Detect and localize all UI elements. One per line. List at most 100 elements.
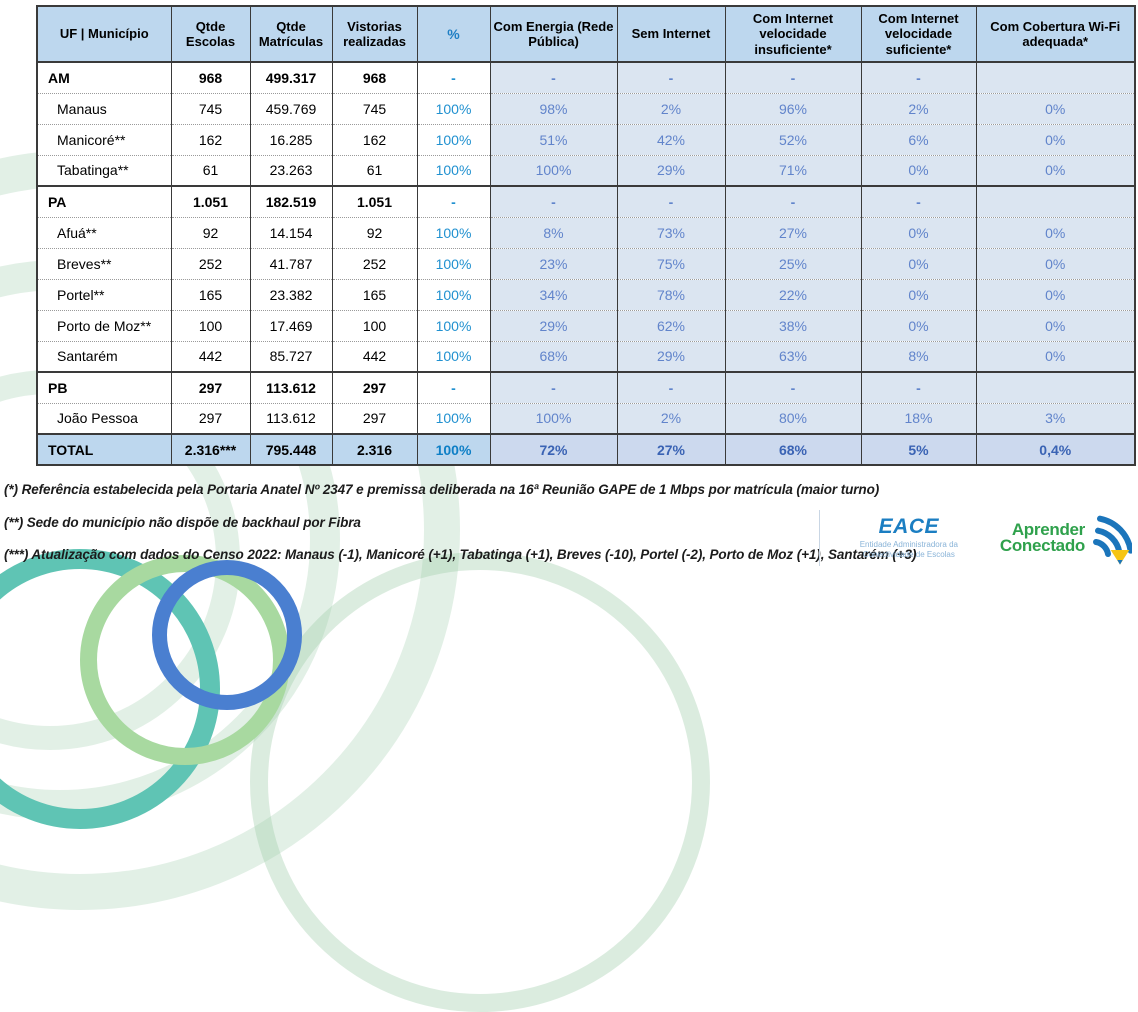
table-cell: 442: [331, 340, 417, 372]
table-cell: 100%: [416, 278, 490, 310]
table-cell: 100%: [416, 92, 490, 124]
table-cell: -: [616, 61, 725, 93]
table-cell: 72%: [489, 433, 617, 465]
ripple-arc-blue: [152, 560, 302, 710]
table-cell: 63%: [724, 340, 861, 372]
table-cell: 0%: [975, 123, 1135, 155]
wifi-pencil-icon: [1093, 515, 1132, 565]
table-row-portodemoz: Porto de Moz** 100 17.469 100 100% 29% 62% 38% 0…: [37, 309, 1135, 341]
table-cell: 2%: [616, 402, 725, 434]
table-cell: 968: [331, 61, 417, 93]
table-cell: Manaus: [37, 92, 171, 124]
table-cell: [975, 185, 1135, 217]
table-cell: 29%: [489, 309, 617, 341]
column-header: Qtde Escolas: [170, 6, 250, 63]
table-cell: -: [616, 185, 725, 217]
table-cell: 1.051: [170, 185, 250, 217]
table-cell: 27%: [724, 216, 861, 248]
table-cell: 0%: [975, 154, 1135, 186]
table-cell: 62%: [616, 309, 725, 341]
table-cell: 3%: [975, 402, 1135, 434]
table-row-portel: Portel** 165 23.382 165 100% 34% 78% 22% 0% 0%: [37, 278, 1135, 310]
table-cell: Tabatinga**: [37, 154, 171, 186]
ripple-arc: [250, 552, 710, 1012]
table-row-manaus: Manaus 745 459.769 745 100% 98% 2% 96% 2% 0%: [37, 92, 1135, 124]
table-row-tabatinga: Tabatinga** 61 23.263 61 100% 100% 29% 71% 0% 0%: [37, 154, 1135, 186]
logo-divider: [818, 510, 820, 566]
table-cell: 100%: [416, 340, 490, 372]
table-cell: 0%: [860, 309, 976, 341]
column-header: Com Cobertura Wi-Fi adequada*: [975, 6, 1135, 63]
table-cell: 162: [331, 123, 417, 155]
table-cell: 442: [170, 340, 250, 372]
table-cell: 23.382: [249, 278, 332, 310]
table-cell: 41.787: [249, 247, 332, 279]
table-cell: 68%: [489, 340, 617, 372]
table-cell: 16.285: [249, 123, 332, 155]
table-cell: 795.448: [249, 433, 332, 465]
table-cell: 0%: [975, 340, 1135, 372]
table-cell: 17.469: [249, 309, 332, 341]
table-cell: Portel**: [37, 278, 171, 310]
school-connectivity-table: UF | Município Qtde Escolas Qtde Matrícula…: [36, 5, 1136, 466]
table-cell: 2%: [860, 92, 976, 124]
table-cell: 80%: [724, 402, 861, 434]
table-cell: 0%: [975, 278, 1135, 310]
table-cell: 92: [170, 216, 250, 248]
table-cell: 71%: [724, 154, 861, 186]
table-cell: 68%: [724, 433, 861, 465]
table-row-pb: PB 297 113.612 297- - - - -: [37, 371, 1135, 403]
table-cell: 162: [170, 123, 250, 155]
table-cell: 0%: [975, 309, 1135, 341]
column-header: UF | Município: [37, 6, 171, 63]
table-cell: -: [860, 61, 976, 93]
table-cell: 459.769: [249, 92, 332, 124]
aprender-conectado-text: Aprender Conectado: [999, 519, 1085, 555]
table-cell: 1.051: [331, 185, 417, 217]
table-row-total: TOTAL 2.316*** 795.448 2.316 100% 72% 27% 68% 5%…: [37, 433, 1135, 465]
table-cell: [975, 371, 1135, 403]
table-cell: TOTAL: [37, 433, 171, 465]
table-cell: -: [724, 371, 861, 403]
connectivity-table: UF | Município Qtde Escolas Qtde Matrícula…: [36, 5, 1136, 466]
table-cell: Afuá**: [37, 216, 171, 248]
table-cell: 0%: [975, 216, 1135, 248]
table-cell: 165: [170, 278, 250, 310]
table-cell: -: [489, 61, 617, 93]
table-cell: 92: [331, 216, 417, 248]
table-cell: 6%: [860, 123, 976, 155]
table-cell: -: [724, 61, 861, 93]
table-cell: Manicoré**: [37, 123, 171, 155]
table-cell: 73%: [616, 216, 725, 248]
table-cell: 51%: [489, 123, 617, 155]
logo-area: EACE Entidade Administradora da Conectiv…: [818, 509, 1132, 567]
table-cell: 297: [331, 371, 417, 403]
table-cell: 85.727: [249, 340, 332, 372]
table-cell: 29%: [616, 154, 725, 186]
table-cell: 18%: [860, 402, 976, 434]
table-row-breves: Breves** 252 41.787 252 100% 23% 75% 25% 0% 0%: [37, 247, 1135, 279]
table-cell: 100%: [416, 247, 490, 279]
table-cell: 0%: [860, 247, 976, 279]
table-cell: 0,4%: [975, 433, 1135, 465]
column-header: %: [416, 6, 490, 63]
table-cell: 98%: [489, 92, 617, 124]
table-cell: 252: [331, 247, 417, 279]
table-cell: 252: [170, 247, 250, 279]
table-cell: 100%: [416, 402, 490, 434]
table-row-manicor: Manicoré** 162 16.285 162 100% 51% 42% 52% 6% 0%: [37, 123, 1135, 155]
table-cell: 745: [331, 92, 417, 124]
column-header: Vistorias realizadas: [331, 6, 417, 63]
table-row-joopessoa: João Pessoa 297 113.612 297 100% 100% 2% 80% 18%…: [37, 402, 1135, 434]
column-header: Sem Internet: [616, 6, 725, 63]
table-cell: 0%: [975, 247, 1135, 279]
table-cell: 100%: [416, 216, 490, 248]
table-cell: -: [489, 185, 617, 217]
table-cell: 100%: [416, 433, 490, 465]
table-cell: 100%: [416, 309, 490, 341]
column-header: Com Energia (Rede Pública): [489, 6, 617, 63]
table-row-santarm: Santarém 442 85.727 442 100% 68% 29% 63% 8% 0%: [37, 340, 1135, 372]
eace-logo-text: EACE: [878, 515, 940, 538]
table-cell: 100: [170, 309, 250, 341]
table-cell: 78%: [616, 278, 725, 310]
